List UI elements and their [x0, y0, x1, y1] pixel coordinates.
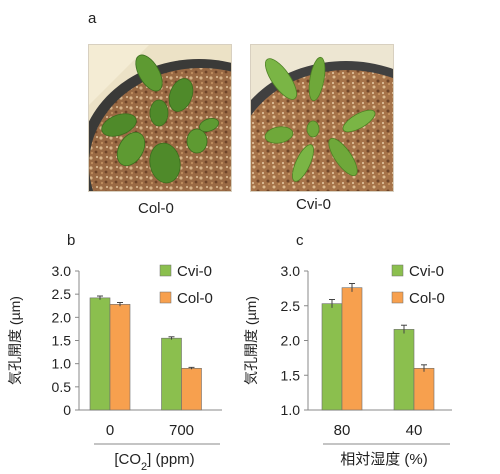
col-0-plant-image [89, 45, 231, 191]
panel-c-label: c [296, 232, 304, 249]
chart-b-legend-label-col-0: Col-0 [177, 290, 213, 307]
chart-c-legend-label-cvi-0: Cvi-0 [409, 263, 444, 280]
chart-c-x-axis-label: 相対湿度 (%) [340, 451, 428, 468]
chart-b-x-axis-label: [CO2] (ppm) [114, 451, 194, 473]
chart-c-y-tick-label: 3.0 [281, 263, 301, 279]
col-0-caption: Col-0 [138, 200, 174, 217]
chart-b-legend-label-cvi-0: Cvi-0 [177, 263, 212, 280]
chart-b-y-tick-label: 0 [63, 402, 71, 418]
chart-b-y-tick-label: 2.0 [52, 309, 72, 325]
chart-c-y-tick-label: 2.5 [281, 298, 301, 314]
chart-c-y-tick-label: 2.0 [281, 333, 301, 349]
chart-b-y-tick-label: 0.5 [52, 379, 72, 395]
chart-c-x-tick-label: 40 [406, 422, 423, 439]
chart-b-y-axis-label: 気孔開度 (µm) [7, 296, 23, 385]
chart-b-y-tick-label: 2.5 [52, 286, 72, 302]
chart-b-x-tick-label: 700 [169, 422, 194, 439]
chart-b-y-tick-label: 1.5 [52, 333, 72, 349]
chart-c-bar-cvi-0 [393, 329, 415, 411]
chart-c-x-tick-label: 80 [334, 422, 351, 439]
chart-c-y-axis-label: 気孔開度 (µm) [243, 296, 259, 385]
col-0-plant-photo [88, 44, 232, 192]
chart-b-y-tick-label: 1.0 [52, 356, 72, 372]
chart-b-legend-swatch-col-0 [159, 291, 172, 304]
chart-c-bar-cvi-0 [321, 303, 343, 411]
chart-c-y-tick-label: 1.0 [281, 402, 301, 418]
cvi-0-plant-photo [250, 44, 394, 192]
chart-c-y-tick-label: 1.5 [281, 367, 301, 383]
chart-b-legend-swatch-cvi-0 [159, 264, 172, 277]
chart-c-legend-swatch-cvi-0 [391, 264, 404, 277]
chart-c-legend-swatch-col-0 [391, 291, 404, 304]
cvi-0-caption: Cvi-0 [296, 196, 332, 213]
cvi-0-plant-image [251, 45, 393, 191]
panel-b-label: b [67, 232, 76, 249]
chart-c-bar-col-0 [413, 367, 435, 411]
chart-c-bar-col-0 [341, 287, 363, 411]
chart-b-y-tick-label: 3.0 [52, 263, 72, 279]
chart-c-legend-label-col-0: Col-0 [409, 290, 445, 307]
chart-b-x-tick-label: 0 [106, 422, 114, 439]
panel-a-label: a [88, 10, 97, 27]
